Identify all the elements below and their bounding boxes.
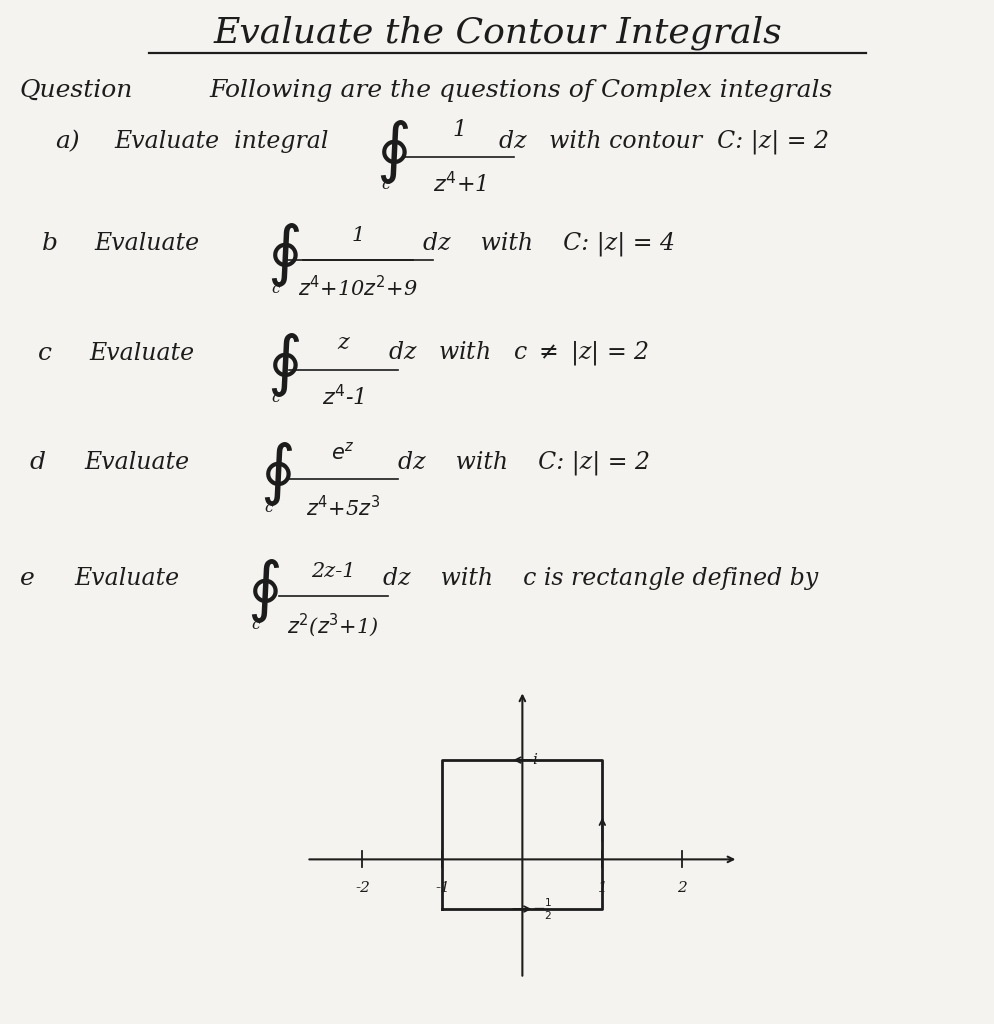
Text: $e^z$: $e^z$ (331, 442, 355, 464)
Text: Question: Question (20, 79, 133, 101)
Text: c: c (251, 617, 260, 632)
Text: dz   with contour  C: |z| = 2: dz with contour C: |z| = 2 (499, 129, 829, 154)
Text: Evaluate: Evaluate (89, 342, 195, 365)
Text: $\oint$: $\oint$ (266, 331, 300, 398)
Text: Evaluate: Evaluate (75, 567, 180, 590)
Text: Following are the questions of Complex integrals: Following are the questions of Complex i… (209, 79, 832, 101)
Text: 2z-1: 2z-1 (311, 561, 355, 581)
Text: i: i (532, 753, 537, 767)
Text: $\oint$: $\oint$ (259, 440, 293, 508)
Text: z: z (337, 333, 349, 354)
Text: $z^4$+5$z^3$: $z^4$+5$z^3$ (306, 495, 380, 520)
Text: $\oint$: $\oint$ (266, 221, 300, 289)
Text: dz   with   c $\neq$ |z| = 2: dz with c $\neq$ |z| = 2 (388, 339, 649, 368)
Text: a): a) (55, 130, 80, 153)
Text: $z^4$+10$z^2$+9: $z^4$+10$z^2$+9 (298, 275, 417, 301)
Text: e: e (20, 567, 35, 590)
Text: c: c (38, 342, 52, 365)
Text: 1: 1 (351, 225, 365, 245)
Text: $-\frac{1}{2}$: $-\frac{1}{2}$ (532, 896, 553, 922)
Text: $\oint$: $\oint$ (376, 118, 410, 185)
Text: -2: -2 (355, 882, 370, 895)
Text: Evaluate: Evaluate (94, 232, 200, 255)
Text: $\oint$: $\oint$ (247, 557, 280, 625)
Text: b: b (42, 232, 58, 255)
Text: $z^2$($z^3$+1): $z^2$($z^3$+1) (287, 611, 379, 639)
Text: 1: 1 (452, 120, 466, 141)
Text: d: d (30, 452, 46, 474)
Text: c: c (271, 391, 280, 406)
Text: Evaluate the Contour Integrals: Evaluate the Contour Integrals (213, 15, 781, 50)
Text: Evaluate: Evaluate (84, 452, 190, 474)
Text: 1: 1 (596, 882, 606, 895)
Text: -1: -1 (434, 882, 449, 895)
Text: 2: 2 (677, 882, 687, 895)
Text: $z^4$+1: $z^4$+1 (432, 172, 486, 198)
Text: c: c (264, 501, 273, 515)
Text: dz    with    C: |z| = 4: dz with C: |z| = 4 (422, 231, 674, 256)
Text: c: c (381, 178, 390, 193)
Text: $z^4$-1: $z^4$-1 (322, 385, 364, 411)
Text: Evaluate  integral: Evaluate integral (114, 130, 328, 153)
Text: dz    with    C: |z| = 2: dz with C: |z| = 2 (398, 451, 649, 475)
Text: dz    with    c is rectangle defined by: dz with c is rectangle defined by (383, 567, 817, 590)
Text: c: c (271, 282, 280, 296)
